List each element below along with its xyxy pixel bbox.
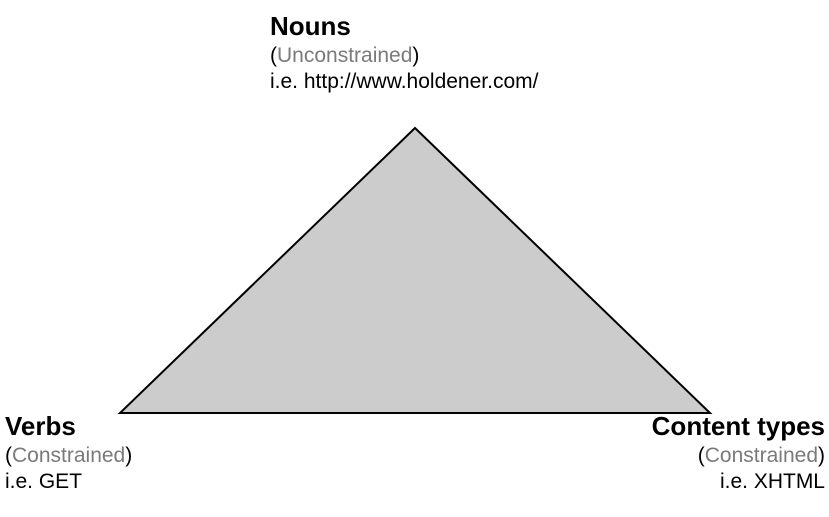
vertex-right-constraint: (Constrained) xyxy=(620,443,825,469)
triangle-polygon xyxy=(120,128,710,413)
vertex-right-constraint-text: Constrained xyxy=(705,444,818,467)
vertex-left-constraint: (Constrained) xyxy=(5,443,205,469)
vertex-top: Nouns (Unconstrained) i.e. http://www.ho… xyxy=(270,10,630,95)
vertex-top-constraint-text: Unconstrained xyxy=(277,44,412,67)
vertex-right-title: Content types xyxy=(620,410,825,443)
vertex-left: Verbs (Constrained) i.e. GET xyxy=(5,410,205,495)
vertex-right-example: i.e. XHTML xyxy=(620,469,825,495)
vertex-left-title: Verbs xyxy=(5,410,205,443)
vertex-top-title: Nouns xyxy=(270,10,630,43)
vertex-top-example: i.e. http://www.holdener.com/ xyxy=(270,69,630,95)
vertex-left-example: i.e. GET xyxy=(5,469,205,495)
vertex-right: Content types (Constrained) i.e. XHTML xyxy=(620,410,825,495)
vertex-top-constraint: (Unconstrained) xyxy=(270,43,630,69)
vertex-left-constraint-text: Constrained xyxy=(12,444,125,467)
rest-triangle-diagram: Nouns (Unconstrained) i.e. http://www.ho… xyxy=(0,0,829,517)
